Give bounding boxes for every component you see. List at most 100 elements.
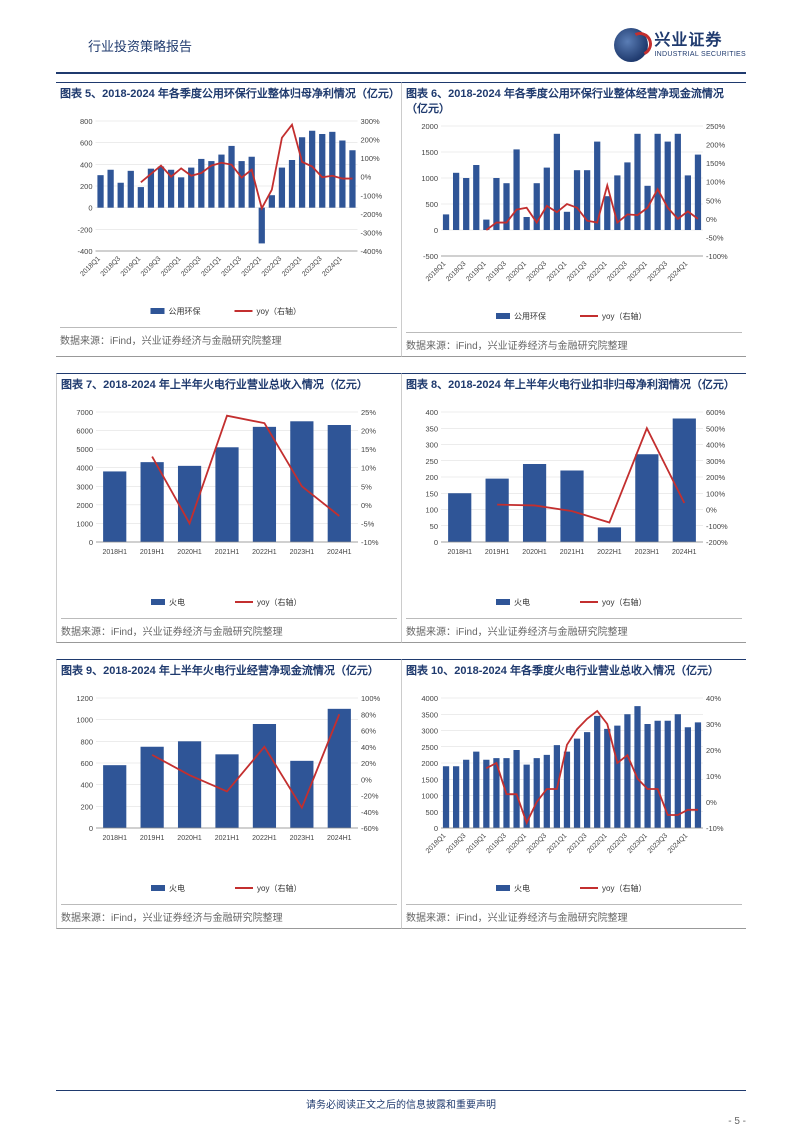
svg-text:2020H1: 2020H1 xyxy=(177,549,202,556)
svg-text:yoy（右轴）: yoy（右轴） xyxy=(602,883,646,893)
svg-text:yoy（右轴）: yoy（右轴） xyxy=(257,883,301,893)
svg-text:2018H1: 2018H1 xyxy=(102,835,127,842)
svg-text:-200%: -200% xyxy=(361,210,383,219)
svg-text:800: 800 xyxy=(80,117,93,126)
svg-text:2021H1: 2021H1 xyxy=(215,835,240,842)
svg-text:-100%: -100% xyxy=(706,522,728,531)
svg-text:2021Q1: 2021Q1 xyxy=(200,255,223,278)
svg-text:600: 600 xyxy=(80,759,93,768)
svg-text:2021Q1: 2021Q1 xyxy=(546,260,569,283)
svg-text:100%: 100% xyxy=(706,177,726,186)
svg-text:0%: 0% xyxy=(706,798,717,807)
brand-logo: 兴业证券 INDUSTRIAL SECURITIES xyxy=(614,28,746,62)
chart-fig8: 050100150200250300350400-200%-100%0%100%… xyxy=(406,406,742,616)
svg-text:2022Q1: 2022Q1 xyxy=(241,255,264,278)
svg-text:300: 300 xyxy=(425,440,438,449)
chart-source: 数据来源：iFind，兴业证券经济与金融研究院整理 xyxy=(406,618,742,640)
svg-text:2022H1: 2022H1 xyxy=(597,549,622,556)
svg-text:2021Q3: 2021Q3 xyxy=(220,255,243,278)
svg-text:2020Q3: 2020Q3 xyxy=(180,255,203,278)
svg-text:-5%: -5% xyxy=(361,519,375,528)
svg-text:2020H1: 2020H1 xyxy=(177,835,202,842)
svg-text:20%: 20% xyxy=(361,426,376,435)
svg-text:10%: 10% xyxy=(361,463,376,472)
svg-text:火电: 火电 xyxy=(514,883,530,893)
svg-text:yoy（右轴）: yoy（右轴） xyxy=(257,597,301,607)
chart-source: 数据来源：iFind，兴业证券经济与金融研究院整理 xyxy=(406,332,742,354)
svg-text:600: 600 xyxy=(80,139,93,148)
svg-text:1500: 1500 xyxy=(421,775,438,784)
svg-text:0: 0 xyxy=(434,538,438,547)
svg-text:500: 500 xyxy=(425,200,438,209)
chart-panel-fig10: 图表 10、2018-2024 年各季度火电行业营业总收入情况（亿元）05001… xyxy=(401,659,746,929)
svg-text:2018Q3: 2018Q3 xyxy=(445,832,468,855)
chart-title: 图表 6、2018-2024 年各季度公用环保行业整体经营净现金流情况（亿元） xyxy=(406,85,742,120)
svg-text:4000: 4000 xyxy=(76,463,93,472)
svg-text:2023Q3: 2023Q3 xyxy=(647,832,670,855)
chart-source: 数据来源：iFind，兴业证券经济与金融研究院整理 xyxy=(61,904,397,926)
svg-text:80%: 80% xyxy=(361,710,376,719)
svg-text:300%: 300% xyxy=(706,457,726,466)
svg-text:火电: 火电 xyxy=(169,597,185,607)
chart-source: 数据来源：iFind，兴业证券经济与金融研究院整理 xyxy=(61,618,397,640)
svg-text:250: 250 xyxy=(425,457,438,466)
svg-text:yoy（右轴）: yoy（右轴） xyxy=(602,311,646,321)
svg-text:400: 400 xyxy=(80,160,93,169)
svg-text:-100%: -100% xyxy=(706,252,728,261)
svg-text:-20%: -20% xyxy=(361,791,379,800)
svg-text:100: 100 xyxy=(425,505,438,514)
svg-text:1000: 1000 xyxy=(421,174,438,183)
svg-text:-500: -500 xyxy=(423,252,438,261)
svg-text:15%: 15% xyxy=(361,445,376,454)
svg-text:1500: 1500 xyxy=(421,148,438,157)
svg-text:2022Q1: 2022Q1 xyxy=(586,832,609,855)
svg-text:0: 0 xyxy=(434,226,438,235)
svg-text:500%: 500% xyxy=(706,424,726,433)
svg-text:2020Q1: 2020Q1 xyxy=(505,260,528,283)
chart-panel-fig9: 图表 9、2018-2024 年上半年火电行业经营净现金流情况（亿元）02004… xyxy=(56,659,401,929)
svg-text:2023Q1: 2023Q1 xyxy=(626,832,649,855)
svg-text:yoy（右轴）: yoy（右轴） xyxy=(257,306,301,316)
svg-text:2024Q1: 2024Q1 xyxy=(667,260,690,283)
svg-text:2018Q3: 2018Q3 xyxy=(445,260,468,283)
svg-text:0%: 0% xyxy=(361,775,372,784)
svg-text:火电: 火电 xyxy=(514,597,530,607)
svg-text:200: 200 xyxy=(425,473,438,482)
footer-disclaimer: 请务必阅读正文之后的信息披露和重要声明 xyxy=(306,1100,496,1111)
svg-text:2023Q1: 2023Q1 xyxy=(281,255,304,278)
page-footer: 请务必阅读正文之后的信息披露和重要声明 - 5 - xyxy=(56,1090,746,1113)
logo-icon xyxy=(614,28,648,62)
svg-text:2018H1: 2018H1 xyxy=(102,549,127,556)
svg-text:2024H1: 2024H1 xyxy=(327,549,352,556)
svg-text:400%: 400% xyxy=(706,440,726,449)
svg-text:2020H1: 2020H1 xyxy=(522,549,547,556)
svg-text:600%: 600% xyxy=(706,408,726,417)
svg-text:50: 50 xyxy=(430,522,438,531)
svg-text:2019Q3: 2019Q3 xyxy=(485,832,508,855)
svg-text:2019H1: 2019H1 xyxy=(140,549,165,556)
svg-text:1000: 1000 xyxy=(76,715,93,724)
svg-text:100%: 100% xyxy=(361,154,381,163)
svg-text:2024H1: 2024H1 xyxy=(327,835,352,842)
svg-text:2022Q3: 2022Q3 xyxy=(261,255,284,278)
svg-text:300%: 300% xyxy=(361,117,381,126)
svg-text:250%: 250% xyxy=(706,122,726,131)
svg-text:2021Q1: 2021Q1 xyxy=(546,832,569,855)
svg-text:3000: 3000 xyxy=(76,482,93,491)
svg-text:2022Q1: 2022Q1 xyxy=(586,260,609,283)
svg-text:4000: 4000 xyxy=(421,694,438,703)
svg-text:2024H1: 2024H1 xyxy=(672,549,697,556)
svg-text:-100%: -100% xyxy=(361,191,383,200)
svg-text:2024Q1: 2024Q1 xyxy=(667,832,690,855)
svg-text:2021Q3: 2021Q3 xyxy=(566,832,589,855)
chart-title: 图表 9、2018-2024 年上半年火电行业经营净现金流情况（亿元） xyxy=(61,662,397,692)
svg-text:2019Q1: 2019Q1 xyxy=(465,260,488,283)
svg-text:2022Q3: 2022Q3 xyxy=(606,260,629,283)
svg-text:500: 500 xyxy=(425,808,438,817)
svg-text:2019Q1: 2019Q1 xyxy=(120,255,143,278)
report-type: 行业投资策略报告 xyxy=(88,36,192,55)
svg-text:800: 800 xyxy=(80,737,93,746)
svg-text:公用环保: 公用环保 xyxy=(169,306,201,316)
svg-text:2020Q1: 2020Q1 xyxy=(505,832,528,855)
svg-text:-10%: -10% xyxy=(361,538,379,547)
